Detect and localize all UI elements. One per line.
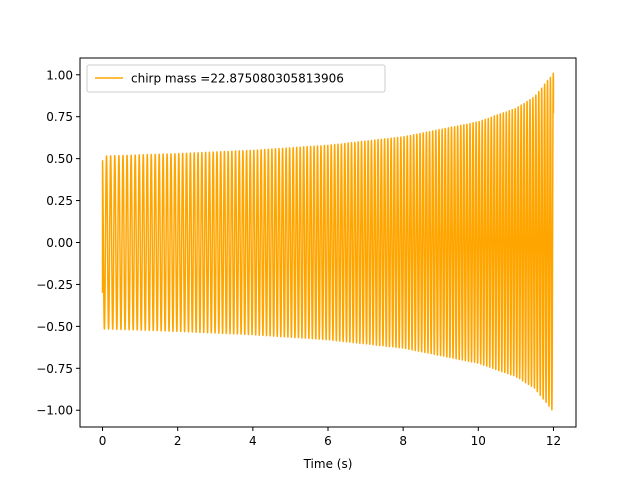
y-tick-label: 1.00 [46, 68, 73, 82]
plot-area [101, 72, 555, 411]
legend-label: chirp mass =22.875080305813906 [131, 72, 344, 86]
x-tick-label: 4 [249, 434, 257, 448]
y-tick-label: −1.00 [36, 404, 73, 418]
x-tick-label: 12 [546, 434, 561, 448]
y-axis: −1.00 −0.75 −0.50 −0.25 0.00 0.25 0.50 0.75 1.00 [36, 68, 80, 418]
legend: chirp mass =22.875080305813906 [86, 64, 386, 93]
x-tick-label: 2 [174, 434, 182, 448]
y-tick-label: −0.75 [36, 362, 73, 376]
axes-frame [79, 57, 577, 428]
legend-box [86, 64, 386, 93]
y-tick-label: 0.00 [46, 236, 73, 250]
y-tick-label: 0.25 [46, 194, 73, 208]
y-tick-label: 0.75 [46, 110, 73, 124]
x-tick-label: 10 [471, 434, 486, 448]
x-axis: 0 2 4 6 8 10 12 [99, 427, 561, 448]
x-tick-label: 8 [399, 434, 407, 448]
x-axis-label: Time (s) [303, 457, 353, 471]
series-line [101, 72, 555, 411]
x-tick-label: 0 [99, 434, 107, 448]
y-tick-label: 0.50 [46, 152, 73, 166]
x-tick-label: 6 [324, 434, 332, 448]
y-tick-label: −0.50 [36, 320, 73, 334]
y-tick-label: −0.25 [36, 278, 73, 292]
